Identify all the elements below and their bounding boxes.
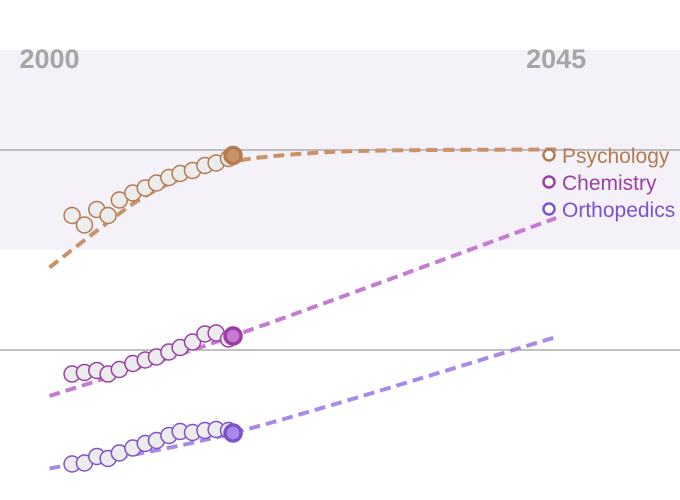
x-axis-ticks: 2000 2045 [19,44,586,74]
legend-marker-chemistry [542,175,556,189]
current-point-psychology [223,145,243,166]
x-tick-label-2045: 2045 [526,44,586,74]
current-point-orthopedics [223,423,243,443]
trend-line-psychology [48,147,557,270]
legend-marker-orthopedics [542,202,556,216]
current-point-chemistry [223,326,243,346]
data-point-psychology-4 [99,206,117,225]
legend-label-orthopedics: Orthopedics [562,199,675,222]
legend: Psychology Chemistry Orthopedics [542,145,675,222]
data-point-psychology-1 [63,206,81,225]
reference-lines [0,149,680,351]
legend-label-psychology: Psychology [562,145,670,168]
x-tick-label-2000: 2000 [19,44,79,74]
trend-line-orthopedics [49,335,557,471]
trend-lines [48,147,557,471]
data-point-chemistry-11 [183,333,202,351]
data-point-psychology-5 [110,191,129,209]
legend-label-chemistry: Chemistry [562,172,657,195]
legend-marker-psychology [542,148,556,162]
trend-line-chemistry [48,216,557,398]
data-points [63,145,243,473]
data-point-psychology-2 [75,216,94,234]
